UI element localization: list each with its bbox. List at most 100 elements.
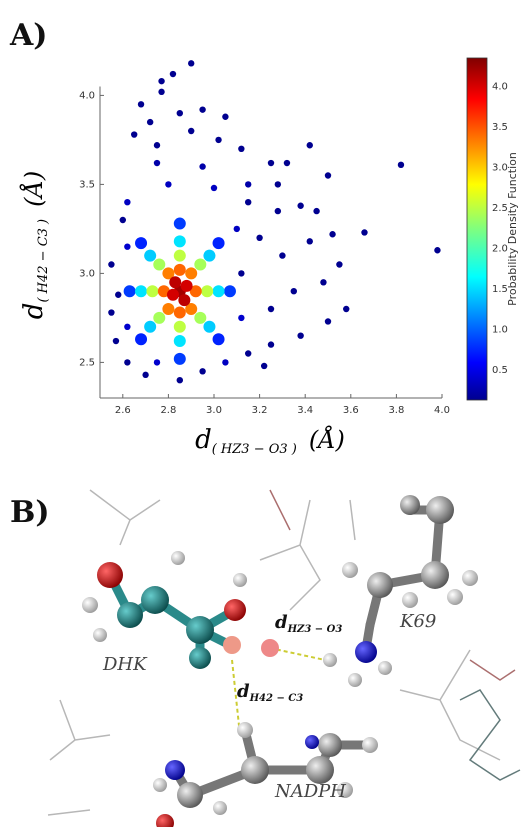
point (274, 207, 282, 215)
point (124, 359, 131, 366)
panel-label: B) (10, 495, 50, 530)
point (185, 303, 198, 315)
y-tick-label: 4.0 (79, 90, 95, 101)
point (188, 127, 195, 135)
point (267, 305, 275, 313)
point (223, 285, 236, 298)
point (135, 333, 148, 346)
x-tick-label: 3.0 (206, 405, 222, 416)
point (238, 145, 245, 152)
point (173, 263, 186, 276)
point (313, 207, 320, 215)
x-tick-label: 3.8 (388, 405, 404, 416)
point (188, 60, 195, 67)
point (112, 337, 120, 345)
x-tick-label: 4.0 (434, 405, 450, 416)
colorbar-tick-label: 3.0 (492, 162, 508, 173)
point (135, 237, 148, 250)
y-label-subscript: ( H42 − C3 ) (36, 219, 51, 303)
point (306, 142, 313, 149)
point (343, 305, 350, 313)
x-tick-label: 2.8 (160, 405, 176, 416)
point (165, 181, 172, 188)
x-label-symbol: d (195, 425, 212, 455)
point (297, 202, 304, 209)
point (203, 249, 216, 262)
y-tick-label: 3.5 (79, 179, 95, 190)
point (279, 252, 286, 259)
point (142, 371, 149, 379)
point (115, 291, 122, 298)
colorbar-tick-label: 1.0 (492, 324, 508, 335)
distance-label: dHZ3 − O3 (275, 612, 342, 635)
point (153, 142, 161, 149)
point (119, 216, 127, 224)
distance-symbol: d (275, 612, 288, 633)
point (173, 320, 186, 333)
x-tick-label: 2.6 (115, 405, 131, 416)
point (336, 261, 343, 268)
point (124, 243, 131, 250)
plot-area (100, 86, 442, 398)
point (361, 229, 368, 236)
distance-label: dH42 − C3 (237, 681, 303, 704)
point (215, 136, 222, 144)
point (245, 350, 252, 357)
point (176, 377, 183, 384)
colorbar-tick-label: 0.5 (492, 365, 508, 376)
x-axis-label: d( HZ3 − O3 ) (Å) (195, 425, 345, 457)
point (329, 231, 336, 238)
point (194, 258, 207, 271)
y-label-symbol: d (19, 303, 49, 320)
point (180, 279, 193, 292)
point (233, 225, 240, 233)
point (144, 320, 157, 333)
molecule-label: NADPH (274, 781, 346, 802)
distance-subscript: H42 − C3 (249, 693, 304, 704)
point (260, 362, 268, 370)
point (144, 249, 157, 262)
point (162, 303, 175, 315)
x-tick-label: 3.4 (297, 405, 313, 416)
point (146, 118, 154, 126)
point (173, 306, 186, 319)
distance-subscript: HZ3 − O3 (287, 624, 343, 635)
molecule-label: K69 (399, 611, 436, 632)
point (290, 288, 297, 295)
point (108, 309, 115, 316)
point (212, 285, 225, 298)
point (267, 341, 275, 348)
point (169, 70, 177, 78)
y-tick-label: 3.0 (79, 268, 95, 279)
point (173, 352, 186, 365)
point (320, 279, 327, 286)
point (222, 359, 229, 366)
colorbar-tick-label: 2.5 (492, 203, 508, 214)
point (153, 311, 166, 324)
point (173, 249, 186, 262)
point (189, 285, 202, 298)
point (162, 267, 175, 280)
point (173, 235, 186, 248)
point (274, 181, 282, 188)
x-label-subscript: ( HZ3 − O3 ) (212, 442, 297, 457)
colorbar-tick-label: 2.0 (492, 243, 508, 254)
panel-label: A) (9, 18, 47, 53)
y-axis-label: d( H42 − C3 ) (Å) (19, 171, 51, 319)
point (434, 247, 441, 254)
point (124, 323, 131, 330)
point (267, 159, 275, 167)
point (176, 110, 183, 117)
point (178, 294, 191, 307)
point (238, 314, 245, 322)
point (153, 159, 161, 167)
point (169, 276, 182, 289)
distance-symbol: d (237, 681, 250, 702)
point (397, 161, 405, 169)
point (245, 181, 252, 188)
point (210, 184, 218, 192)
point (173, 217, 186, 230)
colorbar-tick-label: 4.0 (492, 81, 508, 92)
point (108, 261, 115, 268)
point (201, 285, 214, 298)
